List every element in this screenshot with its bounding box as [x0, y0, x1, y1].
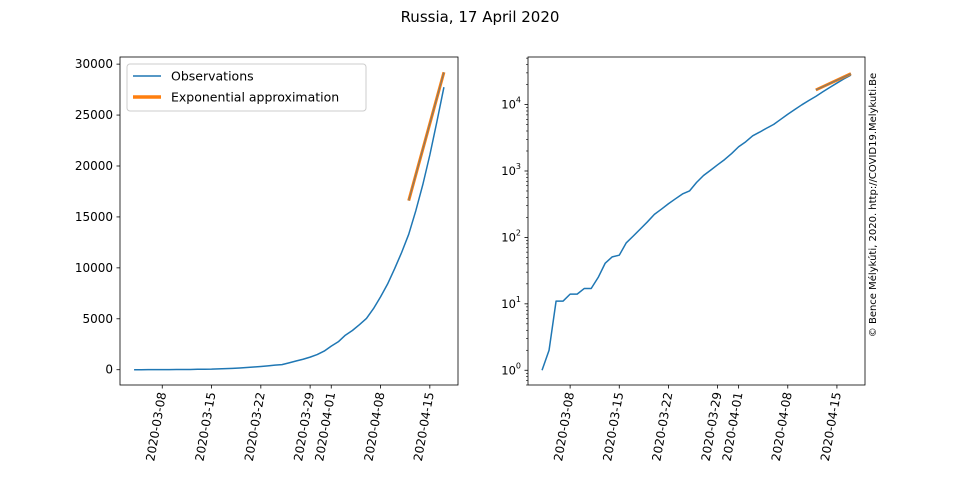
x-tick-label: 2020-04-15 — [411, 391, 437, 462]
copyright-watermark: © Bence Mélykúti, 2020. http://COVID19.M… — [867, 73, 879, 337]
y-tick-label: 102 — [501, 228, 521, 244]
y-tick-label: 0 — [105, 363, 113, 377]
plot-area — [134, 71, 446, 371]
linear-panel: 0 5000 10000 15000 20000 25000 30000 2020-03-08… — [75, 56, 459, 462]
x-tick-label: 2020-03-15 — [193, 391, 219, 462]
x-tick-label: 2020-04-08 — [362, 391, 388, 462]
x-tick-label: 2020-03-22 — [242, 391, 268, 462]
observations-overlay-line — [408, 72, 445, 201]
observations-overlay-line — [815, 73, 852, 91]
x-tick-label: 2020-03-15 — [600, 391, 626, 462]
y-tick-label: 103 — [501, 162, 521, 178]
y-tick-label: 15000 — [75, 210, 113, 224]
y-tick-label: 20000 — [75, 159, 113, 173]
plot-area — [541, 72, 852, 371]
y-tick-label: 101 — [501, 295, 521, 311]
observations-line — [134, 87, 445, 371]
x-tick-label: 2020-03-22 — [649, 391, 675, 462]
x-tick-label: 2020-04-15 — [818, 391, 844, 462]
y-tick-label: 104 — [501, 96, 521, 112]
x-tick-label: 2020-04-08 — [769, 391, 795, 462]
legend-entry-label: Exponential approximation — [171, 90, 339, 105]
x-tick-label: 2020-04-01 — [720, 391, 746, 462]
y-tick-label: 30000 — [75, 57, 113, 71]
x-tick-label: 2020-04-01 — [312, 391, 338, 462]
legend-box — [126, 63, 367, 112]
figure-title: Russia, 17 April 2020 — [401, 8, 560, 26]
legend: Observations Exponential approximation — [126, 63, 367, 112]
axes-frame — [527, 56, 866, 386]
axes-frame — [119, 56, 459, 386]
y-tick-label: 100 — [501, 361, 521, 377]
log-panel: 100 101 102 103 104 2020-03-08 2020-03-15 2020-… — [501, 56, 866, 462]
x-tick-label: 2020-03-08 — [551, 391, 577, 462]
observations-line — [541, 74, 852, 371]
x-tick-label: 2020-03-08 — [143, 391, 169, 462]
y-tick-label: 10000 — [75, 261, 113, 275]
y-tick-label: 5000 — [82, 312, 113, 326]
legend-entry-label: Observations — [171, 69, 254, 84]
y-tick-label: 25000 — [75, 108, 113, 122]
